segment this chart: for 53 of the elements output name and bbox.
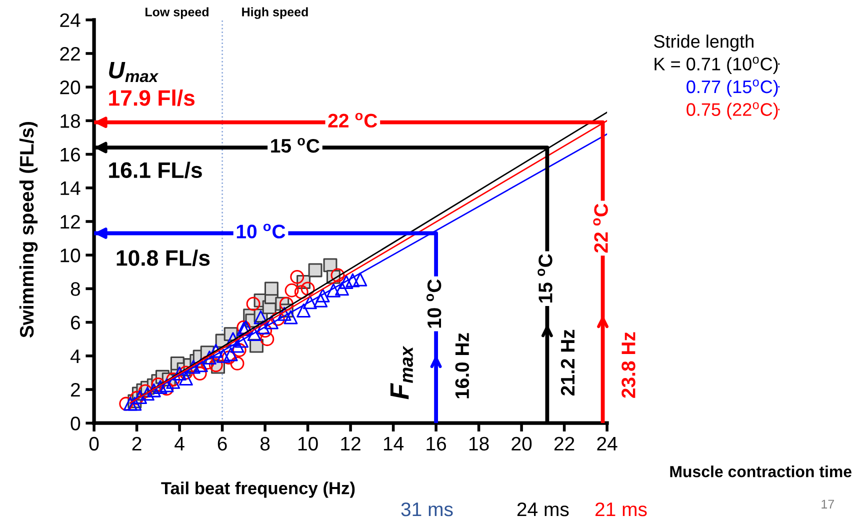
- x-tick-label: 4: [174, 437, 184, 450]
- text: Muscle contraction time: [670, 466, 852, 478]
- legend-label: 0.75 (22$^{o}$C): [686, 102, 778, 120]
- y-tick-label: 12: [60, 214, 80, 229]
- text: 17: [822, 500, 834, 508]
- y-tick-label: 24: [60, 13, 80, 27]
- x-tick-label: 0: [89, 436, 99, 451]
- x-tick-label: 10: [298, 436, 318, 451]
- x-tick-label: 8: [260, 436, 270, 451]
- annotation: 22 $^{o}$C: [328, 112, 378, 128]
- x-tick-label: 22: [554, 436, 574, 450]
- text: 31 ms: [401, 502, 453, 516]
- x-tick-label: 18: [469, 436, 489, 451]
- annotation: 16.1 FL/s: [109, 162, 202, 178]
- y-tick-label: 4: [70, 350, 80, 363]
- y-tick-label: 10: [60, 248, 80, 262]
- x-tick-label: 20: [512, 436, 532, 451]
- text: High speed: [242, 7, 308, 19]
- x-axis-title: Tail beat frequency (Hz): [161, 482, 355, 498]
- annotation: 10.8 FL/s: [116, 250, 210, 266]
- y-tick-label: 18: [60, 114, 80, 128]
- text: 21 ms: [595, 502, 647, 516]
- y-tick-label: 14: [60, 182, 80, 195]
- annotation: 10 $^{o}$C: [236, 224, 286, 238]
- annotation: 15 $^{o}$C: [538, 254, 552, 302]
- annotation: 21.2 Hz: [560, 330, 574, 396]
- y-tick-label: 22: [60, 46, 80, 61]
- x-tick-label: 12: [341, 436, 360, 450]
- y-tick-label: 16: [60, 148, 80, 162]
- y-tick-label: 20: [60, 80, 80, 94]
- annotation: 22 $^{o}$C: [593, 204, 608, 253]
- x-tick-label: 6: [218, 436, 227, 451]
- x-tick-label: 16: [426, 436, 446, 451]
- annotation: 17.9 Fl/s: [109, 90, 195, 106]
- annotation: 16.0 Hz: [455, 333, 470, 398]
- legend-label: 0.77 (15$^{o}$C): [686, 80, 778, 97]
- x-tick-label: 24: [597, 436, 618, 450]
- y-axis-title: Swimming speed (FL/s): [19, 122, 38, 338]
- annotation: 10 $^{o}$C: [426, 279, 442, 328]
- text: 24 ms: [517, 502, 569, 516]
- x-tick-label: 14: [384, 437, 404, 450]
- text: Low speed: [146, 7, 208, 19]
- annotation: F$_{max}$: [390, 346, 413, 400]
- annotation: 15 $^{o}$C: [271, 138, 320, 153]
- annotation: U$_{max}$: [109, 62, 159, 82]
- text: 23.8 Hz: [622, 332, 636, 398]
- legend-title: Stride length: [654, 34, 754, 52]
- legend-label: K = 0.71 (10$^{o}$C): [654, 56, 778, 74]
- y-tick-label: 2: [71, 382, 80, 397]
- x-tick-label: 2: [132, 436, 142, 450]
- y-tick-label: 6: [71, 316, 80, 330]
- y-tick-label: 8: [70, 282, 80, 296]
- y-tick-label: 0: [70, 416, 80, 430]
